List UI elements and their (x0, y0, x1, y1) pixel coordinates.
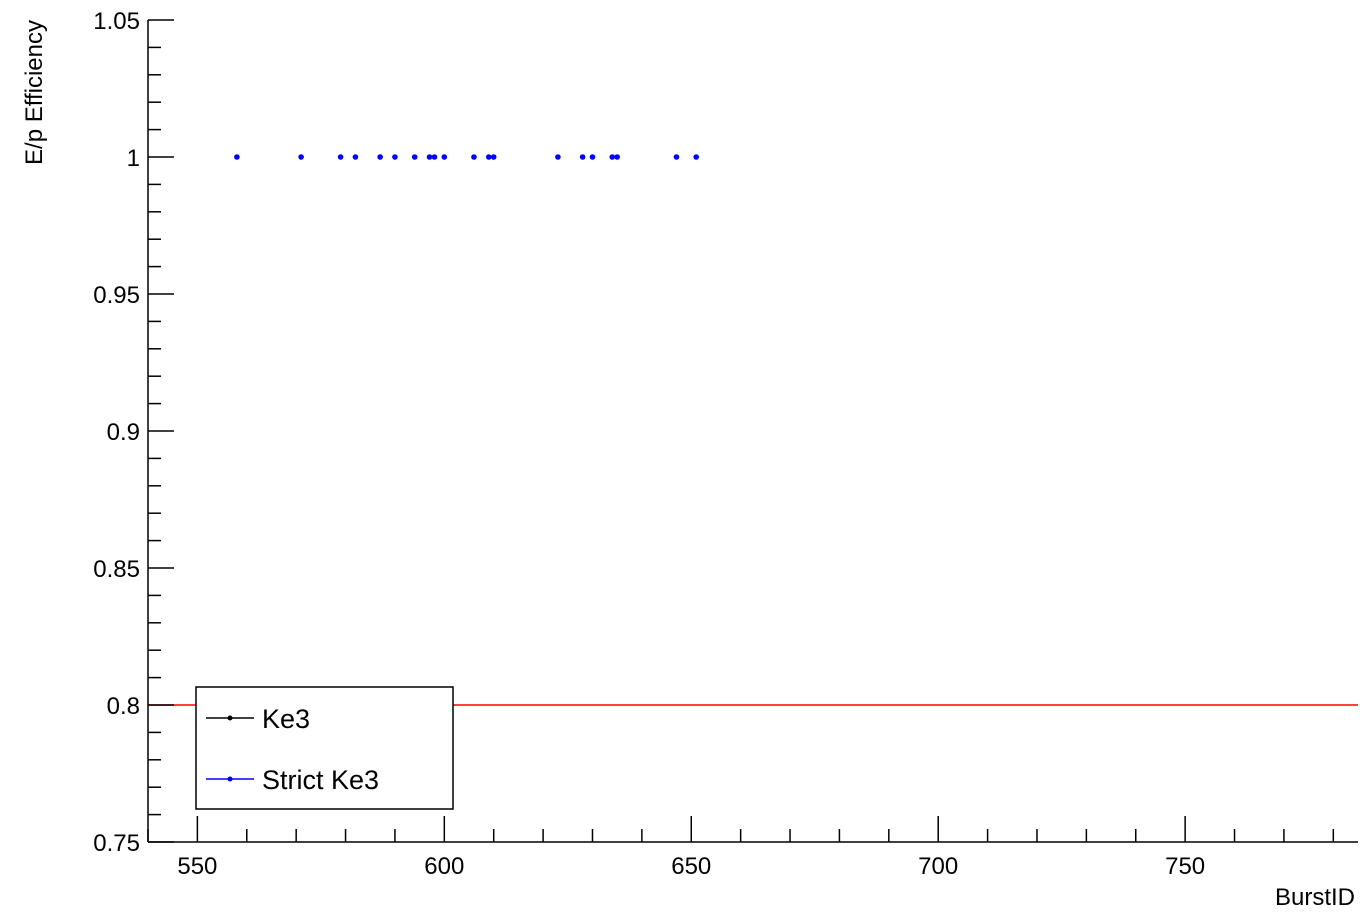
data-point (234, 154, 240, 160)
data-point (579, 154, 586, 160)
data-point (377, 154, 383, 160)
data-point (298, 154, 304, 160)
x-tick-label: 650 (671, 853, 711, 880)
data-point (392, 154, 398, 160)
y-axis: 0.75 0.8 0.85 0.9 0.95 1 1.05 (93, 8, 174, 857)
data-point (337, 154, 344, 160)
legend: Ke3 Strict Ke3 (195, 686, 454, 810)
data-point (673, 154, 680, 160)
y-tick-label: 1 (127, 145, 140, 172)
data-point (441, 154, 448, 160)
legend-label-strict-ke3: Strict Ke3 (262, 765, 379, 795)
data-point (411, 154, 418, 160)
data-point (426, 154, 433, 160)
data-point (609, 154, 616, 160)
y-tick-label: 0.8 (107, 693, 140, 720)
data-point (589, 154, 596, 160)
data-point (431, 154, 438, 160)
y-tick-label: 1.05 (93, 8, 140, 35)
x-tick-label: 700 (918, 853, 958, 880)
legend-box (195, 686, 454, 810)
data-points (234, 154, 700, 160)
y-tick-label: 0.95 (93, 282, 140, 309)
data-point (555, 154, 561, 160)
y-tick-label: 0.75 (93, 830, 140, 857)
y-axis-title: E/p Efficiency (21, 20, 48, 165)
data-point (614, 154, 620, 160)
legend-entry-strict-ke3: Strict Ke3 (206, 765, 379, 795)
y-tick-label: 0.9 (107, 419, 140, 446)
legend-marker-ke3 (227, 715, 233, 721)
x-axis-title: BurstID (1275, 884, 1355, 911)
x-axis: 550 600 650 700 750 (147, 816, 1335, 880)
x-tick-label: 550 (177, 853, 217, 880)
data-point (693, 154, 700, 160)
x-tick-label: 600 (424, 853, 464, 880)
y-tick-label: 0.85 (93, 556, 140, 583)
data-point (471, 154, 477, 160)
data-point (352, 154, 359, 160)
x-tick-label: 750 (1165, 853, 1205, 880)
legend-marker-strict-ke3 (227, 776, 233, 782)
data-point (485, 154, 492, 160)
legend-entry-ke3: Ke3 (206, 704, 310, 734)
data-point (490, 154, 497, 160)
legend-label-ke3: Ke3 (262, 704, 310, 734)
